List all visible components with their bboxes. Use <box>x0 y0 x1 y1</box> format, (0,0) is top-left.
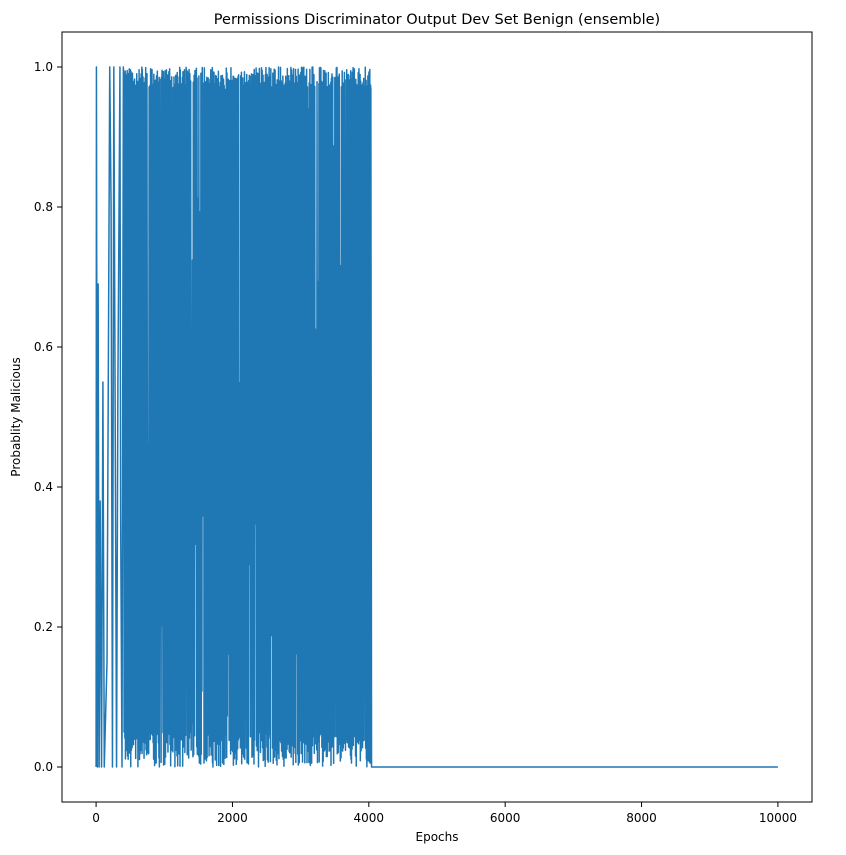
x-tick-label: 2000 <box>217 811 248 825</box>
y-axis: 0.0 0.2 0.4 0.6 0.8 1.0 <box>34 60 62 774</box>
y-tick-label: 1.0 <box>34 60 53 74</box>
x-tick-label: 10000 <box>759 811 797 825</box>
y-tick-label: 0.8 <box>34 200 53 214</box>
y-tick-label: 0.4 <box>34 480 53 494</box>
plot-area <box>95 66 778 768</box>
x-tick-label: 8000 <box>626 811 657 825</box>
y-tick-label: 0.0 <box>34 760 53 774</box>
chart-title: Permissions Discriminator Output Dev Set… <box>214 12 660 28</box>
axes-frame <box>61 31 813 803</box>
y-tick-label: 0.2 <box>34 620 53 634</box>
x-axis: 0 2000 4000 6000 8000 10000 <box>92 802 797 825</box>
x-axis-label: Epochs <box>416 830 459 844</box>
y-axis-label: Probablity Malicious <box>9 357 23 476</box>
x-tick-label: 4000 <box>354 811 385 825</box>
x-tick-label: 6000 <box>490 811 521 825</box>
x-tick-label: 0 <box>92 811 100 825</box>
series-line <box>95 66 778 768</box>
y-tick-label: 0.6 <box>34 340 53 354</box>
